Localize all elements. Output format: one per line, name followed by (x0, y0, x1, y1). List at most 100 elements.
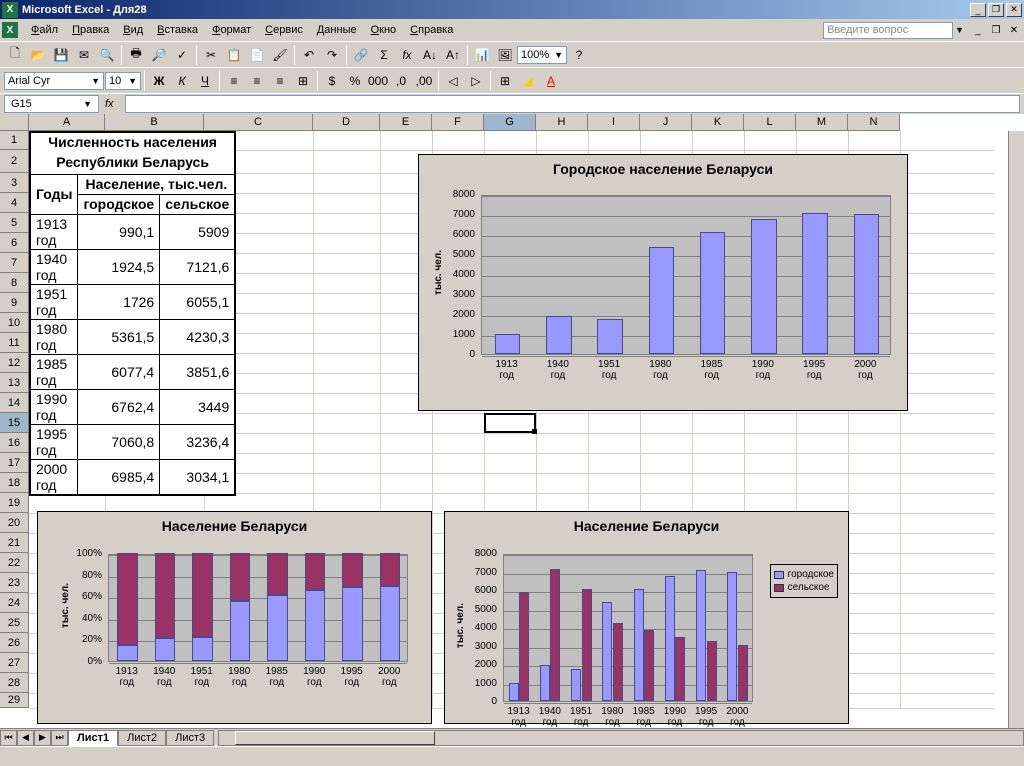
select-all-corner[interactable] (0, 114, 29, 131)
help-search-input[interactable] (823, 22, 953, 39)
fx-button[interactable]: fx (396, 44, 418, 66)
fontsize-selector[interactable]: 10▼ (105, 72, 141, 90)
open-button[interactable]: 📂 (27, 44, 49, 66)
row-header-1[interactable]: 1 (0, 131, 29, 150)
merge-button[interactable]: ⊞ (292, 70, 314, 92)
row-header-24[interactable]: 24 (0, 593, 29, 613)
tab-prev-button[interactable]: ◀ (17, 730, 34, 746)
sheet-tab-Лист2[interactable]: Лист2 (118, 730, 166, 746)
vertical-scrollbar[interactable] (1008, 131, 1024, 728)
borders-button[interactable]: ⊞ (494, 70, 516, 92)
sort-asc-button[interactable]: A↓ (419, 44, 441, 66)
doc-close-button[interactable]: ✕ (1006, 23, 1022, 37)
new-button[interactable]: 🗋 (4, 44, 26, 66)
row-headers[interactable]: 1234567891011121314151617181920212223242… (0, 131, 29, 708)
col-header-K[interactable]: K (692, 114, 744, 131)
row-header-20[interactable]: 20 (0, 513, 29, 533)
mail-button[interactable]: ✉ (73, 44, 95, 66)
align-center-button[interactable]: ≡ (246, 70, 268, 92)
col-header-G[interactable]: G (484, 114, 536, 131)
print-button[interactable]: 🖶 (125, 44, 147, 66)
undo-button[interactable]: ↶ (298, 44, 320, 66)
row-header-18[interactable]: 18 (0, 473, 29, 493)
menu-Вставка[interactable]: Вставка (150, 22, 205, 38)
col-header-F[interactable]: F (432, 114, 484, 131)
dec-indent-button[interactable]: ◁ (442, 70, 464, 92)
help-button[interactable]: ? (568, 44, 590, 66)
row-header-19[interactable]: 19 (0, 493, 29, 513)
row-header-14[interactable]: 14 (0, 393, 29, 413)
underline-button[interactable]: Ч (194, 70, 216, 92)
menu-Правка[interactable]: Правка (65, 22, 116, 38)
redo-button[interactable]: ↷ (321, 44, 343, 66)
row-header-17[interactable]: 17 (0, 453, 29, 473)
doc-restore-button[interactable]: ❐ (988, 23, 1004, 37)
col-header-M[interactable]: M (796, 114, 848, 131)
row-header-6[interactable]: 6 (0, 233, 29, 253)
row-header-29[interactable]: 29 (0, 693, 29, 708)
tab-first-button[interactable]: ⏮ (0, 730, 17, 746)
bold-button[interactable]: Ж (148, 70, 170, 92)
menu-Формат[interactable]: Формат (205, 22, 258, 38)
row-header-11[interactable]: 11 (0, 333, 29, 353)
row-header-8[interactable]: 8 (0, 273, 29, 293)
cut-button[interactable]: ✂ (200, 44, 222, 66)
fx-icon[interactable]: fx (101, 98, 121, 110)
row-header-12[interactable]: 12 (0, 353, 29, 373)
copy-button[interactable]: 📋 (223, 44, 245, 66)
row-header-15[interactable]: 15 (0, 413, 29, 433)
sort-desc-button[interactable]: A↑ (442, 44, 464, 66)
row-header-28[interactable]: 28 (0, 673, 29, 693)
row-header-5[interactable]: 5 (0, 213, 29, 233)
col-header-B[interactable]: B (105, 114, 204, 131)
chart[interactable]: Население Беларуси0%20%40%60%80%100%тыс.… (37, 511, 432, 724)
col-header-D[interactable]: D (313, 114, 380, 131)
currency-button[interactable]: $ (321, 70, 343, 92)
align-left-button[interactable]: ≡ (223, 70, 245, 92)
row-header-3[interactable]: 3 (0, 173, 29, 193)
dec-decimal-button[interactable]: ,00 (413, 70, 435, 92)
worksheet[interactable]: ABCDEFGHIJKLMN 1234567891011121314151617… (0, 114, 1024, 728)
formula-input[interactable] (125, 95, 1020, 113)
row-header-22[interactable]: 22 (0, 553, 29, 573)
chart-button[interactable]: 📊 (471, 44, 493, 66)
preview-button[interactable]: 🔎 (148, 44, 170, 66)
menu-Вид[interactable]: Вид (116, 22, 150, 38)
row-header-27[interactable]: 27 (0, 653, 29, 673)
sheet-tab-Лист3[interactable]: Лист3 (166, 730, 214, 746)
percent-button[interactable]: % (344, 70, 366, 92)
col-header-E[interactable]: E (380, 114, 432, 131)
minimize-button[interactable]: _ (970, 3, 986, 17)
row-header-13[interactable]: 13 (0, 373, 29, 393)
font-selector[interactable]: Arial Cyr▼ (4, 72, 104, 90)
format-painter-button[interactable]: 🖌 (269, 44, 291, 66)
menu-Справка[interactable]: Справка (403, 22, 460, 38)
menu-Данные[interactable]: Данные (310, 22, 364, 38)
row-header-2[interactable]: 2 (0, 150, 29, 173)
col-header-C[interactable]: C (204, 114, 313, 131)
menu-Окно[interactable]: Окно (364, 22, 404, 38)
menu-Сервис[interactable]: Сервис (258, 22, 310, 38)
sheet-tab-Лист1[interactable]: Лист1 (68, 730, 118, 746)
spell-button[interactable]: ✓ (171, 44, 193, 66)
doc-minimize-button[interactable]: _ (970, 23, 986, 37)
row-header-23[interactable]: 23 (0, 573, 29, 593)
col-header-A[interactable]: A (29, 114, 105, 131)
name-box[interactable]: G15▼ (4, 95, 99, 113)
row-header-9[interactable]: 9 (0, 293, 29, 313)
row-header-25[interactable]: 25 (0, 613, 29, 633)
comma-button[interactable]: 000 (367, 70, 389, 92)
drawing-button[interactable]: 🖼 (494, 44, 516, 66)
hyperlink-button[interactable]: 🔗 (350, 44, 372, 66)
row-header-26[interactable]: 26 (0, 633, 29, 653)
paste-button[interactable]: 📄 (246, 44, 268, 66)
col-header-N[interactable]: N (848, 114, 900, 131)
fill-color-button[interactable]: ◢ (517, 70, 539, 92)
row-header-4[interactable]: 4 (0, 193, 29, 213)
menu-Файл[interactable]: Файл (24, 22, 65, 38)
chart[interactable]: Население Беларуси0100020003000400050006… (444, 511, 849, 724)
search-button[interactable]: 🔍 (96, 44, 118, 66)
maximize-button[interactable]: ❐ (988, 3, 1004, 17)
zoom-selector[interactable]: 100%▼ (517, 46, 567, 64)
tab-last-button[interactable]: ⏭ (51, 730, 68, 746)
